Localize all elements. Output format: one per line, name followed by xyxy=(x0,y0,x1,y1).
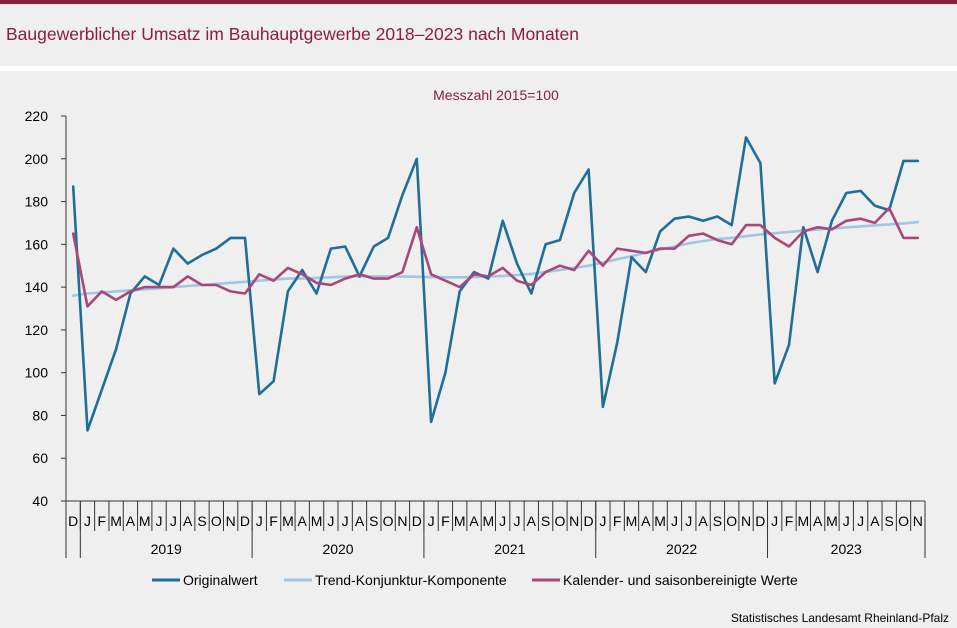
x-month-label: O xyxy=(898,513,909,529)
header-separator xyxy=(0,66,957,71)
x-month-label: M xyxy=(110,513,122,529)
x-month-label: D xyxy=(583,513,593,529)
x-month-label: N xyxy=(741,513,751,529)
x-month-label: A xyxy=(298,513,308,529)
series-lines xyxy=(71,136,920,432)
y-tick-label: 160 xyxy=(25,236,49,252)
x-month-label: J xyxy=(84,513,91,529)
x-month-label: F xyxy=(269,513,278,529)
y-tick-label: 200 xyxy=(25,151,49,167)
y-tick-label: 100 xyxy=(25,365,49,381)
x-month-label: A xyxy=(698,513,708,529)
x-year-label: 2019 xyxy=(151,541,182,557)
y-tick-label: 140 xyxy=(25,279,49,295)
series-line-3 xyxy=(71,206,920,308)
x-month-label: J xyxy=(857,513,864,529)
x-month-label: J xyxy=(156,513,163,529)
x-month-label: J xyxy=(499,513,506,529)
x-month-label: D xyxy=(68,513,78,529)
x-month-label: J xyxy=(170,513,177,529)
x-month-label: J xyxy=(342,513,349,529)
x-month-label: F xyxy=(785,513,794,529)
x-month-label: M xyxy=(483,513,495,529)
x-month-label: F xyxy=(613,513,622,529)
x-month-label: N xyxy=(569,513,579,529)
x-month-label: J xyxy=(771,513,778,529)
x-month-label: O xyxy=(211,513,222,529)
x-year-label: 2023 xyxy=(831,541,862,557)
x-month-label: A xyxy=(355,513,365,529)
legend-label-2: Trend-Konjunktur-Komponente xyxy=(315,572,507,588)
x-year-label: 2021 xyxy=(494,541,525,557)
legend-label-1: Originalwert xyxy=(183,572,258,588)
x-month-label: M xyxy=(626,513,638,529)
x-month-label: J xyxy=(685,513,692,529)
source-note: Statistisches Landesamt Rheinland-Pfalz xyxy=(730,611,949,625)
series-line-1 xyxy=(71,136,920,432)
x-month-label: J xyxy=(671,513,678,529)
x-month-label: A xyxy=(641,513,651,529)
top-accent-bar xyxy=(0,0,957,4)
x-month-label: S xyxy=(197,513,206,529)
y-tick-label: 220 xyxy=(25,108,49,124)
x-month-label: J xyxy=(599,513,606,529)
page-title: Baugewerblicher Umsatz im Bauhauptgewerb… xyxy=(6,24,580,44)
x-month-label: M xyxy=(311,513,323,529)
y-tick-label: 120 xyxy=(25,322,49,338)
y-tick-label: 80 xyxy=(32,407,48,423)
x-month-label: O xyxy=(726,513,737,529)
x-month-label: A xyxy=(183,513,193,529)
x-month-label: S xyxy=(885,513,894,529)
y-tick-label: 40 xyxy=(32,493,48,509)
x-month-label: D xyxy=(240,513,250,529)
x-month-label: S xyxy=(713,513,722,529)
x-month-label: S xyxy=(369,513,378,529)
x-month-label: O xyxy=(554,513,565,529)
y-tick-label: 60 xyxy=(32,450,48,466)
y-tick-label: 180 xyxy=(25,194,49,210)
legend-label-3: Kalender- und saisonbereinigte Werte xyxy=(563,572,798,588)
x-month-label: J xyxy=(428,513,435,529)
x-month-label: M xyxy=(454,513,466,529)
x-month-label: J xyxy=(327,513,334,529)
x-month-label: M xyxy=(826,513,838,529)
x-month-label: D xyxy=(755,513,765,529)
chart-panel xyxy=(0,71,957,628)
x-month-label: F xyxy=(98,513,107,529)
x-month-label: N xyxy=(226,513,236,529)
x-month-label: J xyxy=(256,513,263,529)
x-month-label: N xyxy=(397,513,407,529)
chart-subtitle: Messzahl 2015=100 xyxy=(433,87,559,103)
x-month-label: F xyxy=(441,513,450,529)
x-year-label: 2020 xyxy=(322,541,353,557)
x-month-label: A xyxy=(870,513,880,529)
x-month-label: N xyxy=(913,513,923,529)
x-month-label: M xyxy=(654,513,666,529)
header: Baugewerblicher Umsatz im Bauhauptgewerb… xyxy=(0,4,957,66)
x-month-label: J xyxy=(513,513,520,529)
x-month-label: J xyxy=(843,513,850,529)
x-month-label: A xyxy=(469,513,479,529)
x-month-label: S xyxy=(541,513,550,529)
x-month-label: A xyxy=(527,513,537,529)
x-month-label: A xyxy=(813,513,823,529)
x-month-label: M xyxy=(139,513,151,529)
x-month-label: M xyxy=(282,513,294,529)
x-month-label: M xyxy=(797,513,809,529)
legend: Originalwert Trend-Konjunktur-Komponente K… xyxy=(152,572,798,588)
x-year-label: 2022 xyxy=(666,541,697,557)
x-month-label: O xyxy=(383,513,394,529)
x-month-label: D xyxy=(412,513,422,529)
x-month-label: A xyxy=(126,513,136,529)
